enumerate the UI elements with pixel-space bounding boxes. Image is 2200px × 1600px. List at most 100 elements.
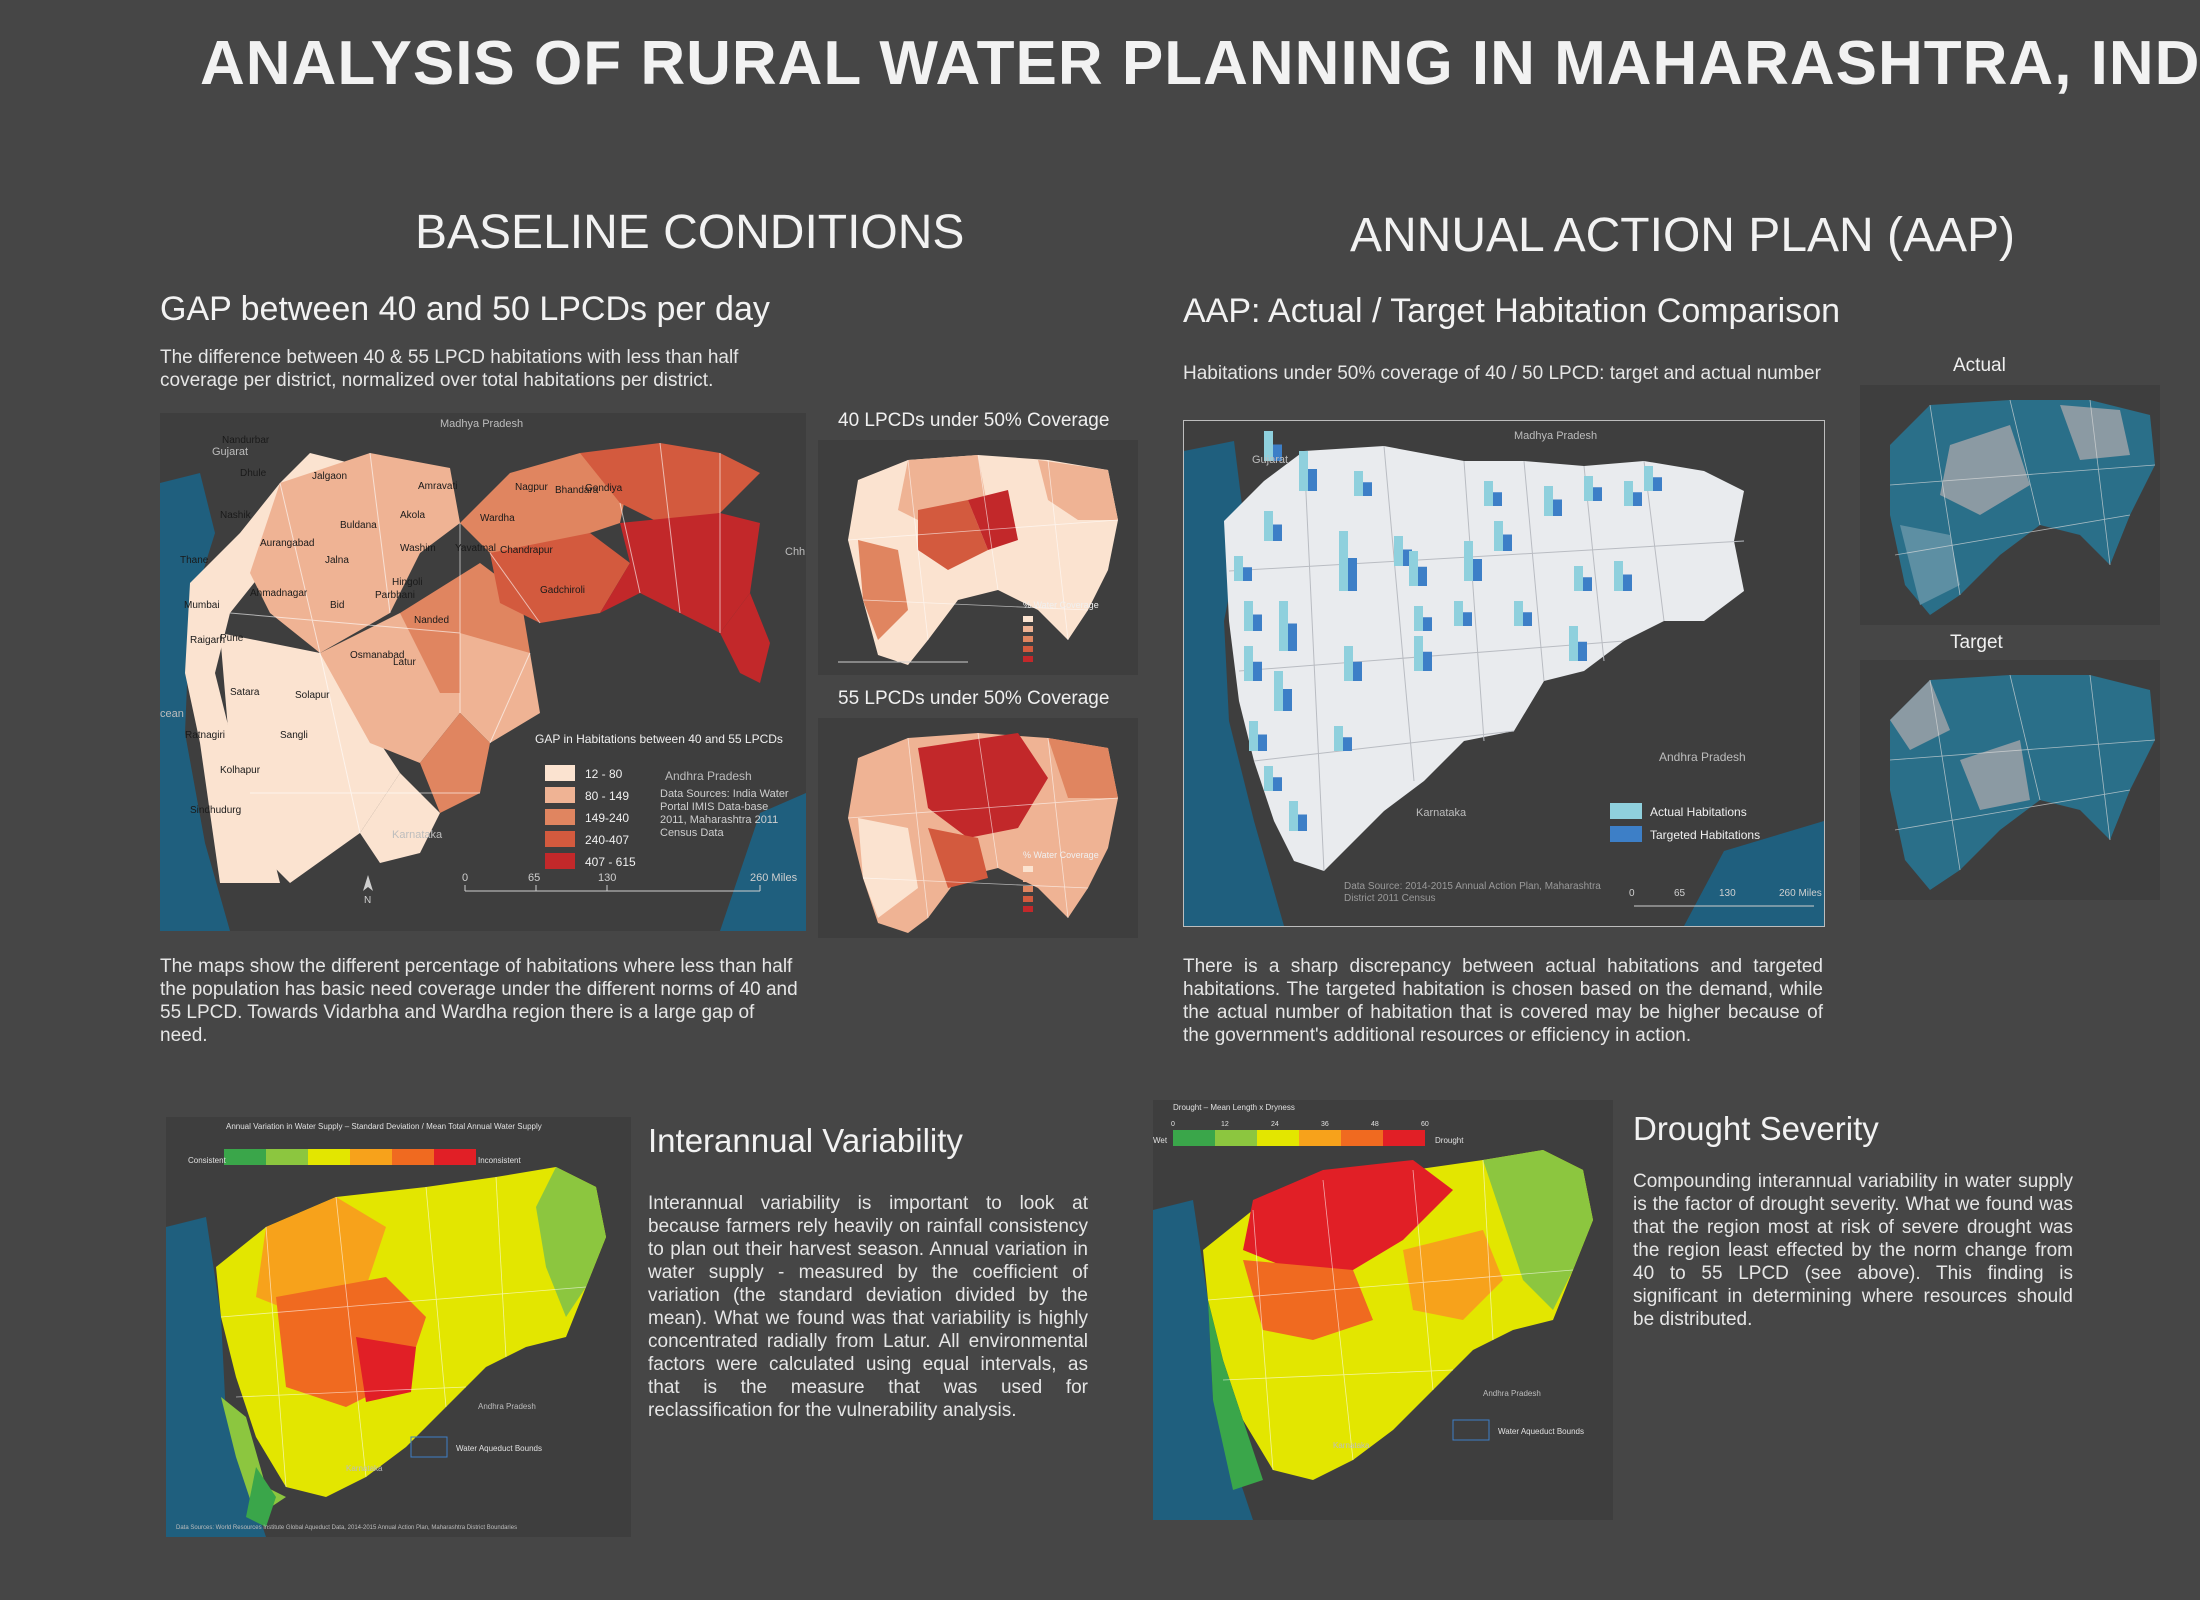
- actual-bar: [1289, 801, 1298, 831]
- actual-map: [1860, 385, 2160, 625]
- district-label: Gadchiroli: [540, 585, 585, 596]
- actual-bar: [1394, 536, 1403, 566]
- drought-legend-tick: 12: [1221, 1121, 1229, 1128]
- target-bar: [1633, 492, 1642, 506]
- district-label: Ratnagiri: [185, 730, 225, 741]
- actual-bar: [1584, 476, 1593, 501]
- actual-bar: [1244, 646, 1253, 681]
- district-label: Buldana: [340, 520, 377, 531]
- target-map-label: Target: [1950, 632, 2003, 653]
- actual-bar: [1514, 601, 1523, 626]
- map40: % Water Coverage: [818, 440, 1138, 675]
- ocean-shape: [160, 473, 230, 931]
- district-label: Pune: [220, 633, 244, 644]
- legend-color-bin: [1383, 1130, 1425, 1146]
- aap-scale-130: 130: [1719, 888, 1736, 899]
- page-title: ANALYSIS OF RURAL WATER PLANNING IN MAHA…: [200, 29, 2200, 98]
- drought-title: Drought Severity: [1633, 1110, 1879, 1147]
- district-label: Thane: [180, 555, 209, 566]
- map55-title: 55 LPCDs under 50% Coverage: [838, 688, 1110, 709]
- district-label: Nagpur: [515, 482, 548, 493]
- actual-bar: [1644, 466, 1653, 491]
- gap-legend-label: 149-240: [585, 811, 629, 825]
- aap-label-gujarat: Gujarat: [1252, 454, 1288, 466]
- target-bar: [1363, 482, 1372, 496]
- legend-color-bin: [392, 1149, 434, 1165]
- target-bar: [1578, 641, 1587, 661]
- aap-legend-target: Targeted Habitations: [1650, 828, 1760, 842]
- aap-label-karnataka: Karnataka: [1416, 807, 1467, 819]
- legend-color-bin: [1173, 1130, 1215, 1146]
- dr-label-karnataka: Karnataka: [1333, 1441, 1370, 1450]
- label-gujarat: Gujarat: [212, 446, 248, 458]
- district-label: Akola: [400, 510, 425, 521]
- interannual-legend-note: Water Aqueduct Bounds: [456, 1444, 542, 1453]
- aap-source: Data Source: 2014-2015 Annual Action Pla…: [1344, 881, 1601, 904]
- drought-wet: Wet: [1153, 1136, 1168, 1145]
- district-label: Gondiya: [585, 483, 623, 494]
- drought-legend-tick: 48: [1371, 1121, 1379, 1128]
- gap-scale-260: 260 Miles: [750, 872, 798, 884]
- target-bar: [1493, 492, 1502, 506]
- legend-color-bin: [350, 1149, 392, 1165]
- target-bar: [1423, 651, 1432, 671]
- aap-label-mp: Madhya Pradesh: [1514, 430, 1597, 442]
- district-label: Osmanabad: [350, 650, 404, 661]
- actual-bar: [1614, 561, 1623, 591]
- target-bar: [1403, 549, 1412, 566]
- aap-map: Madhya Pradesh Gujarat Andhra Pradesh Ka…: [1183, 420, 1825, 927]
- target-bar: [1353, 661, 1362, 681]
- district-label: Sangli: [280, 730, 308, 741]
- district-label: Satara: [230, 687, 260, 698]
- north-label: N: [364, 895, 371, 906]
- map40-title: 40 LPCDs under 50% Coverage: [838, 410, 1110, 431]
- legend-color-bin: [1299, 1130, 1341, 1146]
- target-bar: [1288, 623, 1297, 651]
- legend-color-bin: [266, 1149, 308, 1165]
- gap-legend-label: 80 - 149: [585, 789, 629, 803]
- legend-color-bin: [434, 1149, 476, 1165]
- district-label: Wardha: [480, 513, 515, 524]
- target-bar: [1423, 617, 1432, 631]
- district-label: Aurangabad: [260, 538, 315, 549]
- label-andhra-pradesh: Andhra Pradesh: [665, 769, 752, 783]
- actual-bar: [1624, 481, 1633, 506]
- target-bar: [1343, 737, 1352, 751]
- gap-legend-swatch: [545, 809, 575, 825]
- label-ocean: cean: [160, 708, 184, 720]
- actual-bar: [1414, 606, 1423, 631]
- target-bar: [1653, 477, 1662, 491]
- district-label: Amravati: [418, 481, 457, 492]
- gap-scale-0: 0: [462, 872, 468, 884]
- gap-scale-130: 130: [598, 872, 616, 884]
- actual-bar: [1494, 521, 1503, 551]
- interannual-title: Interannual Variability: [648, 1122, 963, 1159]
- target-bar: [1473, 559, 1482, 581]
- aap-title: AAP: Actual / Target Habitation Comparis…: [1183, 292, 1841, 330]
- gap-legend-swatch: [545, 853, 575, 869]
- aap-subtitle: Habitations under 50% coverage of 40 / 5…: [1183, 363, 1821, 384]
- district-label: Nandurbar: [222, 435, 270, 446]
- district-label: Yavatmal: [455, 543, 496, 554]
- district-label: Jalna: [325, 555, 349, 566]
- aap-scale-0: 0: [1629, 888, 1635, 899]
- actual-bar: [1454, 601, 1463, 626]
- legend-color-bin: [224, 1149, 266, 1165]
- gap-legend-swatch: [545, 831, 575, 847]
- legend-color-bin: [1215, 1130, 1257, 1146]
- actual-bar: [1244, 601, 1253, 631]
- actual-bar: [1409, 551, 1418, 586]
- legend-color-bin: [1341, 1130, 1383, 1146]
- actual-map-graphic: [1860, 385, 2160, 625]
- district-label: Hingoli: [392, 577, 423, 588]
- aap-heading: ANNUAL ACTION PLAN (AAP): [1350, 209, 2016, 262]
- map55: % Water Coverage: [818, 718, 1138, 938]
- gap-scale-65: 65: [528, 872, 540, 884]
- gap-map: Madhya Pradesh Gujarat Chh Andhra Prades…: [160, 413, 806, 931]
- actual-bar: [1354, 471, 1363, 496]
- target-bar: [1253, 614, 1262, 631]
- target-bar: [1523, 612, 1532, 626]
- target-bar: [1298, 814, 1307, 831]
- north-arrow-icon: [363, 875, 373, 891]
- target-bar: [1258, 734, 1267, 751]
